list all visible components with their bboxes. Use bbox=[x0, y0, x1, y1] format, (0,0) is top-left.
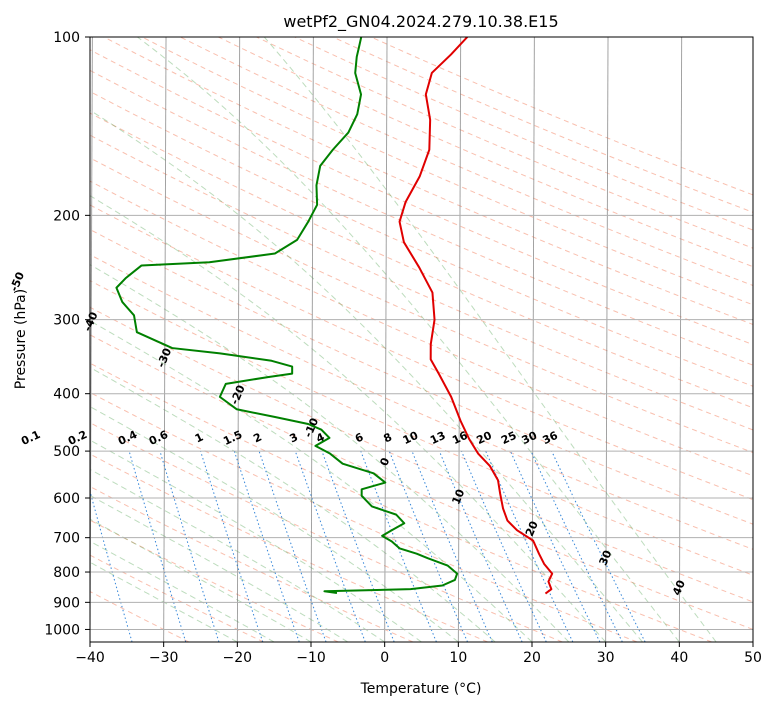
series-line bbox=[398, 37, 554, 595]
plot-frame bbox=[89, 36, 754, 643]
dry-adiabat bbox=[90, 280, 753, 576]
dry-adiabat bbox=[90, 69, 753, 366]
moist-adiabat bbox=[90, 494, 349, 642]
moist-adiabat bbox=[90, 195, 607, 642]
mixing-ratio-line bbox=[159, 450, 220, 642]
isotherm-line bbox=[457, 37, 462, 642]
x-axis-label: Temperature (°C) bbox=[360, 681, 482, 697]
mixing-ratio-line bbox=[258, 450, 327, 642]
mixing-ratio-label: 25 bbox=[499, 429, 518, 447]
y-tick-label: 400 bbox=[53, 387, 80, 403]
moist-adiabat bbox=[90, 320, 533, 642]
mixing-ratio-line bbox=[411, 450, 493, 642]
mixing-ratio-label: 10 bbox=[401, 429, 421, 447]
y-tick-label: 600 bbox=[53, 491, 80, 507]
x-tick-label: 50 bbox=[744, 650, 762, 666]
x-tick-label: −40 bbox=[75, 650, 105, 666]
dry-adiabat bbox=[179, 37, 753, 287]
mixing-ratio-line bbox=[200, 450, 264, 642]
moist-adiabat bbox=[90, 561, 238, 642]
y-tick-label: 100 bbox=[53, 30, 80, 46]
dry-adiabat bbox=[90, 485, 414, 642]
mixing-ratio-line bbox=[90, 489, 133, 642]
mixing-ratio-line bbox=[551, 450, 646, 642]
mixing-ratio-line bbox=[233, 450, 300, 642]
dry-adiabat bbox=[90, 453, 488, 642]
x-tick-label: −20 bbox=[223, 650, 253, 666]
moist-adiabat bbox=[90, 518, 312, 642]
dry-adiabat bbox=[370, 37, 753, 196]
dry-adiabat bbox=[256, 37, 753, 249]
isotherm-label: 20 bbox=[523, 519, 541, 538]
y-tick-label: 200 bbox=[53, 208, 80, 224]
dry-adiabat bbox=[90, 204, 753, 501]
y-tick-label: 900 bbox=[53, 595, 80, 611]
mixing-ratio-line bbox=[128, 450, 187, 642]
x-tick-label: 20 bbox=[523, 650, 541, 666]
moist-adiabat bbox=[90, 540, 275, 642]
x-tick-label: −30 bbox=[149, 650, 179, 666]
dry-adiabat bbox=[90, 422, 563, 642]
dry-adiabat bbox=[90, 112, 753, 409]
mixing-ratio-line bbox=[321, 450, 395, 642]
moist-adiabat bbox=[137, 37, 680, 642]
mixing-ratio-line bbox=[294, 450, 366, 642]
isotherm-label: 10 bbox=[449, 487, 467, 506]
mixing-ratio-line bbox=[360, 450, 437, 642]
mixing-ratio-label: 20 bbox=[475, 429, 495, 447]
moist-adiabat bbox=[90, 439, 422, 642]
moist-adiabat bbox=[90, 109, 643, 642]
series-line bbox=[115, 37, 459, 595]
x-tick-label: 10 bbox=[449, 650, 467, 666]
pressure-grid bbox=[90, 37, 753, 630]
chart-title: wetPf2_GN04.2024.279.10.38.E15 bbox=[283, 12, 558, 32]
isotherm-line bbox=[605, 37, 609, 642]
dry-adiabat bbox=[90, 134, 753, 431]
isotherm-line bbox=[384, 37, 388, 642]
dry-adiabat bbox=[90, 334, 753, 630]
x-tick-label: −10 bbox=[296, 650, 326, 666]
dry-adiabat bbox=[90, 49, 753, 346]
mixing-ratio-line bbox=[388, 450, 468, 642]
profile-series bbox=[115, 37, 554, 595]
y-tick-label: 300 bbox=[53, 313, 80, 329]
isotherm-line bbox=[678, 37, 683, 642]
y-tick-label: 1000 bbox=[44, 622, 80, 638]
y-tick-label: 500 bbox=[53, 444, 80, 460]
x-axis: −40 −30 −20 −10 0 10 20 30 40 50 bbox=[75, 642, 762, 666]
y-axis: 100 200 300 400 500 600 700 800 900 1000 bbox=[44, 30, 90, 638]
dry-adiabat bbox=[90, 254, 753, 550]
y-tick-label: 800 bbox=[53, 565, 80, 581]
x-tick-label: 40 bbox=[670, 650, 688, 666]
moist-adiabat bbox=[90, 468, 385, 642]
mixing-ratio-label: 16 bbox=[450, 429, 470, 447]
moist-adiabat bbox=[263, 37, 717, 642]
dry-adiabat bbox=[141, 37, 753, 306]
isotherm-label: 30 bbox=[597, 548, 615, 567]
dry-adiabat bbox=[90, 306, 753, 603]
mixing-ratio-label: 36 bbox=[540, 429, 560, 447]
isotherm-line bbox=[163, 37, 167, 642]
x-tick-label: 30 bbox=[597, 650, 615, 666]
x-tick-label: 0 bbox=[380, 650, 389, 666]
y-tick-label: 700 bbox=[53, 531, 80, 547]
mixing-ratio-label: 30 bbox=[520, 429, 540, 447]
isotherm-label: 40 bbox=[670, 578, 688, 597]
isotherm-line bbox=[310, 37, 314, 642]
moist-adiabat bbox=[90, 366, 496, 642]
mixing-ratio-label: 13 bbox=[428, 429, 447, 447]
background-reference-lines bbox=[90, 37, 753, 642]
isotherm-line bbox=[236, 37, 241, 642]
moist-adiabat bbox=[90, 264, 570, 642]
mixing-ratio-line bbox=[438, 450, 523, 642]
y-axis-label: Pressure (hPa) bbox=[13, 289, 29, 389]
